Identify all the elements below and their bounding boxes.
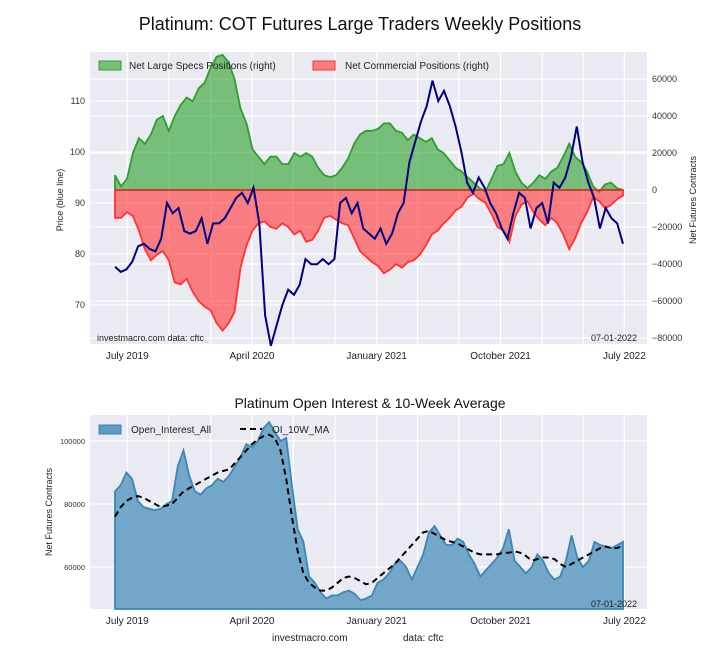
legend-label-open-interest: Open_Interest_All [131,425,211,436]
cot-y-right-tick-label: 0 [652,185,657,195]
cot-x-tick-label: April 2020 [229,351,274,362]
net-large-specs-area [114,53,624,194]
oi-x-tick-label: January 2021 [346,616,407,627]
cot-y-left-tick-label: 80 [75,249,85,259]
cot-y-right-tick-label: −20000 [652,222,682,232]
cot-date-annotation: 07-01-2022 [591,333,637,343]
oi-x-tick-label: July 2022 [603,616,646,627]
legend-swatch-open-interest [98,424,122,435]
legend-swatch-specs [98,60,122,71]
oi-x-tick-label: July 2019 [106,616,149,627]
chart-title-open-interest: Platinum Open Interest & 10-Week Average [234,395,506,411]
oi-y-tick-label: 100000 [60,437,85,446]
cot-y-right-tick-label: 60000 [652,74,677,84]
oi-x-tick-label: April 2020 [229,616,274,627]
cot-y-right-tick-label: 40000 [652,111,677,121]
cot-y-right-tick-label: −80000 [652,333,682,343]
cot-y-right-tick-label: 20000 [652,148,677,158]
cot-y-right-axis-label: Net Futures Contracts [688,155,698,244]
cot-x-tick-label: October 2021 [470,351,531,362]
cot-x-tick-label: July 2022 [603,351,646,362]
footer-data-source: data: cftc [403,633,444,644]
oi-y-axis-label: Net Futures Contracts [44,467,54,556]
oi-x-tick-label: October 2021 [470,616,531,627]
legend-swatch-commercial [312,60,336,71]
oi-y-tick-label: 80000 [64,500,85,509]
chart-title-main: Platinum: COT Futures Large Traders Week… [138,14,582,34]
legend-label-specs: Net Large Specs Positions (right) [129,61,276,72]
cot-y-right-tick-label: −40000 [652,259,682,269]
oi-date-annotation: 07-01-2022 [591,599,637,609]
cot-y-left-axis-label: Price (blue line) [55,169,65,232]
price-line [114,80,624,347]
legend-label-commercial: Net Commercial Positions (right) [345,61,489,72]
cot-watermark-annotation: investmacro.com data: cftc [97,333,205,343]
cot-y-left-tick-label: 100 [70,147,85,157]
cot-y-left-tick-label: 90 [75,198,85,208]
oi-10w-ma-line [114,433,624,592]
legend-label-ma: OI_10W_MA [272,425,330,436]
net-commercial-area [114,189,624,333]
oi-y-tick-label: 60000 [64,563,85,572]
cot-x-tick-label: January 2021 [346,351,407,362]
cot-x-tick-label: July 2019 [106,351,149,362]
cot-y-left-tick-label: 70 [75,300,85,310]
open-interest-area [114,420,624,610]
cot-y-right-tick-label: −60000 [652,296,682,306]
footer-site: investmacro.com [272,633,348,644]
cot-y-left-tick-label: 110 [71,96,85,106]
